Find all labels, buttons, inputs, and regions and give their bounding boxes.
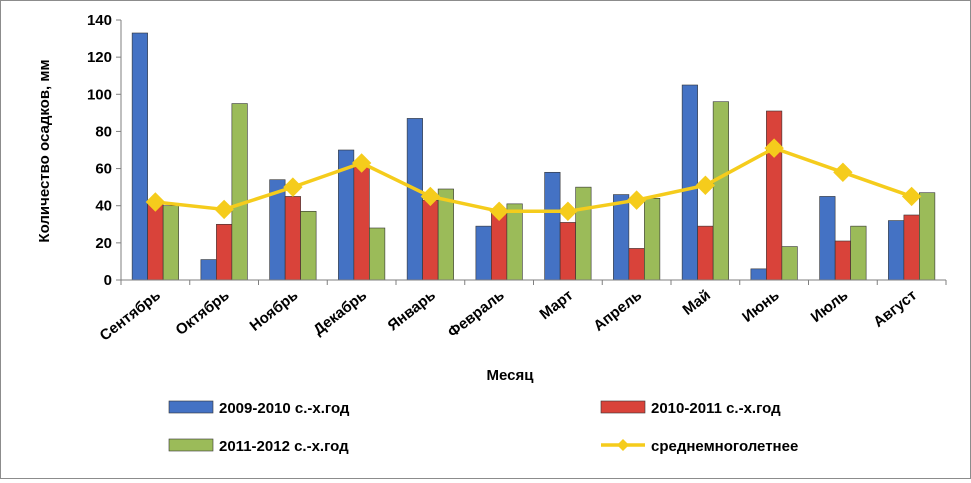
axes-layer [120,20,947,285]
average-marker-9 [764,138,784,158]
bar-3-7 [644,197,661,281]
y-tick-label: 20 [95,235,112,252]
bar-2-9 [766,110,783,281]
bar-1-8 [681,84,698,281]
bar-2-4 [422,199,439,281]
average-marker-6 [558,201,578,221]
average-marker-2 [283,177,303,197]
legend: 2009-2010 с.-х.год 2010-2011 с.-х.год 2011… [168,400,798,455]
bar-2-3 [353,166,370,281]
average-marker-0 [145,192,166,212]
bar-3-9 [781,246,798,281]
average-marker-10 [833,162,853,182]
legend-label: 2009-2010 с.-х.год [219,400,350,417]
bar-1-0 [131,32,148,281]
average-marker-3 [351,153,372,173]
bar-1-1 [200,259,217,281]
x-axis-categories: Сентябрь Октябрь Ноябрь Декабрь Январь Феврал… [97,287,920,345]
x-tick-label: Ноябрь [247,287,302,335]
bar-2-8 [697,225,714,281]
legend-diamond-swatch [617,439,629,451]
y-tick-label: 80 [95,123,112,140]
y-tick-label: 140 [87,12,112,29]
x-axis-title: Месяц [487,367,535,384]
legend-swatch [168,400,214,414]
x-tick-label: Август [870,287,920,331]
bar-2-6 [559,222,576,281]
y-tick-label: 0 [104,272,112,289]
bar-1-10 [819,196,836,281]
legend-item-3: 2011-2012 с.-х.год [168,438,349,455]
x-tick-label: Январь [385,287,439,335]
x-tick-label: Май [680,287,714,319]
average-marker-8 [695,175,716,195]
average-line-layer [145,138,922,221]
bar-3-10 [850,225,867,281]
legend-swatch [600,400,646,414]
y-axis-ticks: 0 20 40 60 80 100 120 140 [87,12,121,289]
bar-3-8 [712,101,729,281]
y-tick-label: 100 [87,86,112,103]
x-tick-label: Июль [808,287,852,326]
bar-1-11 [888,220,905,281]
average-marker-4 [420,186,441,207]
bars-layer [131,32,936,281]
x-tick-label: Декабрь [310,287,370,339]
bar-1-6 [544,171,561,281]
legend-label: 2010-2011 с.-х.год [651,400,781,417]
average-marker-1 [214,199,234,220]
x-tick-label: Февраль [445,287,508,341]
average-marker-7 [626,190,647,210]
bar-2-2 [284,196,301,281]
x-tick-label: Июнь [739,287,782,326]
bar-1-9 [750,268,767,281]
y-tick-label: 40 [95,198,112,215]
bar-3-1 [231,103,248,281]
legend-label: 2011-2012 с.-х.год [219,438,349,455]
bar-2-1 [216,223,233,281]
legend-label: среднемноголетнее [651,438,798,455]
bar-2-5 [491,210,508,281]
bar-3-5 [506,203,523,281]
bar-2-0 [147,203,164,281]
legend-item-2: 2010-2011 с.-х.год [600,400,781,417]
legend-swatch [168,438,214,452]
bar-2-11 [903,214,920,281]
bar-2-10 [834,240,851,281]
bar-2-7 [628,248,645,281]
bar-1-5 [475,225,492,281]
x-tick-label: Март [536,287,576,323]
bar-3-0 [162,205,179,281]
bar-3-6 [575,186,592,281]
average-marker-5 [489,201,509,221]
bar-3-2 [300,210,317,281]
legend-item-4: среднемноголетнее [601,438,798,455]
x-tick-label: Апрель [590,287,645,335]
bar-3-11 [919,192,936,281]
bar-3-3 [369,227,386,281]
average-marker-11 [901,186,922,207]
x-tick-label: Октябрь [173,287,233,339]
bar-1-4 [406,118,423,281]
average-line [155,146,913,214]
legend-item-1: 2009-2010 с.-х.год [168,400,350,417]
y-tick-label: 60 [95,161,112,178]
y-tick-label: 120 [87,49,112,66]
y-axis-title: Количество осадков, мм [36,59,53,242]
x-tick-label: Сентябрь [97,287,164,345]
bar-1-7 [613,194,630,281]
